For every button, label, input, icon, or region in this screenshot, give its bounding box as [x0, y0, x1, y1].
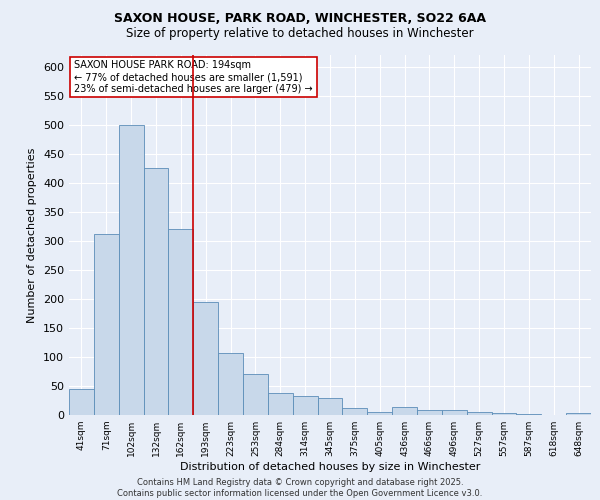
Bar	[392, 408, 417, 415]
Bar	[169, 229, 193, 415]
Bar	[566, 412, 591, 415]
X-axis label: Distribution of detached houses by size in Winchester: Distribution of detached houses by size …	[180, 462, 480, 472]
Bar	[417, 410, 442, 415]
Bar	[293, 396, 317, 415]
Bar	[193, 302, 218, 415]
Bar	[268, 393, 293, 415]
Text: SAXON HOUSE, PARK ROAD, WINCHESTER, SO22 6AA: SAXON HOUSE, PARK ROAD, WINCHESTER, SO22…	[114, 12, 486, 26]
Bar	[317, 398, 343, 415]
Y-axis label: Number of detached properties: Number of detached properties	[28, 148, 37, 322]
Bar	[491, 414, 517, 415]
Text: SAXON HOUSE PARK ROAD: 194sqm
← 77% of detached houses are smaller (1,591)
23% o: SAXON HOUSE PARK ROAD: 194sqm ← 77% of d…	[74, 60, 313, 94]
Bar	[243, 374, 268, 415]
Bar	[69, 389, 94, 415]
Bar	[442, 410, 467, 415]
Bar	[94, 234, 119, 415]
Bar	[143, 168, 169, 415]
Bar	[343, 408, 367, 415]
Bar	[467, 412, 491, 415]
Text: Contains HM Land Registry data © Crown copyright and database right 2025.
Contai: Contains HM Land Registry data © Crown c…	[118, 478, 482, 498]
Bar	[367, 412, 392, 415]
Bar	[119, 124, 143, 415]
Bar	[218, 354, 243, 415]
Text: Size of property relative to detached houses in Winchester: Size of property relative to detached ho…	[126, 28, 474, 40]
Bar	[517, 414, 541, 415]
